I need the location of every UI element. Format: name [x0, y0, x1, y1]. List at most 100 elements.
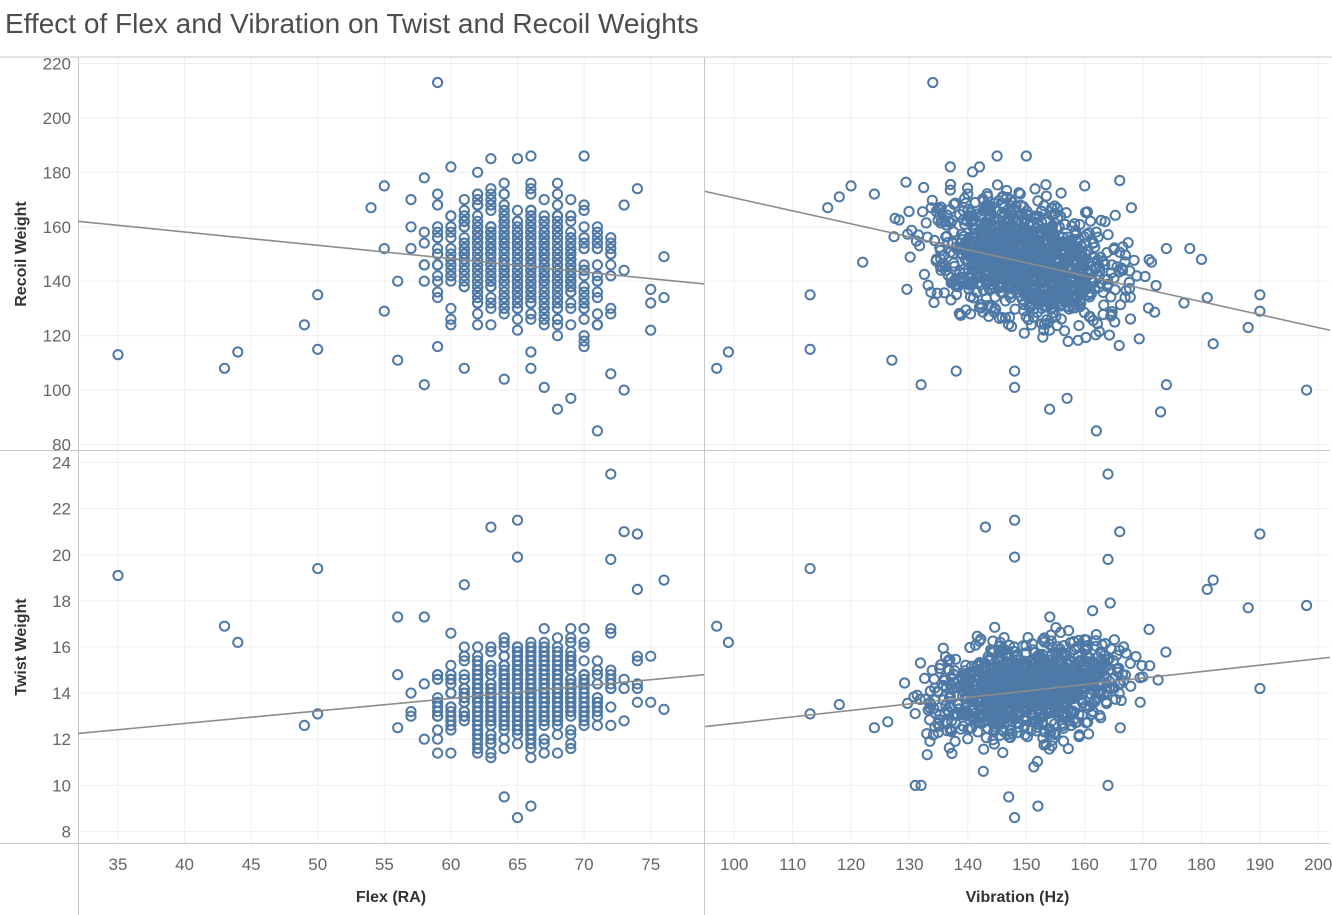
data-point [1242, 321, 1254, 334]
data-point [1086, 708, 1098, 721]
data-point [605, 623, 617, 635]
data-point [605, 308, 617, 320]
data-point [1040, 190, 1053, 202]
trend-line-recoil-flex [77, 220, 705, 285]
data-point [445, 259, 457, 271]
data-point [538, 308, 550, 320]
data-point [418, 678, 430, 690]
data-point [1021, 731, 1034, 743]
data-point [605, 627, 617, 639]
data-point [498, 210, 510, 222]
data-point [904, 251, 916, 263]
data-point [551, 286, 564, 298]
trend-line-twist-vibration [704, 656, 1331, 728]
data-point [962, 182, 974, 194]
data-point [538, 264, 550, 276]
data-point [458, 221, 470, 233]
data-point [498, 177, 510, 189]
data-point [914, 240, 926, 252]
data-point [1013, 688, 1025, 700]
data-point [909, 708, 921, 720]
y-tick-label-twist: 18 [52, 592, 71, 611]
data-point [565, 226, 577, 238]
data-point [1048, 727, 1060, 739]
y-tick-label-recoil: 100 [43, 381, 71, 400]
data-point [485, 678, 497, 690]
y-tick-label-recoil: 160 [43, 218, 71, 237]
data-point [1102, 654, 1114, 666]
data-point [1045, 284, 1058, 296]
data-point [551, 706, 564, 718]
data-point [1073, 634, 1085, 647]
data-point [857, 256, 869, 268]
data-point [1018, 327, 1030, 339]
data-point [942, 236, 954, 249]
data-point [511, 715, 524, 727]
data-point [525, 204, 537, 216]
data-point [605, 553, 617, 566]
data-point [525, 682, 537, 695]
data-point [722, 346, 735, 358]
data-point [966, 275, 979, 288]
data-point [658, 574, 670, 586]
data-point [986, 714, 999, 726]
data-point [565, 701, 577, 713]
data-point [498, 742, 510, 755]
data-point [525, 738, 537, 750]
data-point [1017, 640, 1029, 652]
data-point [498, 199, 510, 211]
data-point [631, 655, 644, 667]
data-point [1145, 256, 1158, 268]
data-point [989, 621, 1001, 633]
data-point [578, 636, 590, 649]
data-point [997, 747, 1009, 759]
data-point [1201, 292, 1213, 304]
panel-dividers [0, 56, 1332, 915]
data-point [432, 341, 444, 353]
data-point [312, 343, 324, 355]
data-point [631, 650, 644, 662]
data-point [991, 179, 1004, 191]
x-tick-label-flex: 75 [641, 855, 660, 874]
data-point [551, 243, 564, 255]
data-point [605, 232, 617, 244]
data-point [418, 226, 430, 238]
data-point [485, 715, 497, 727]
data-point [485, 204, 497, 216]
data-point [538, 232, 550, 244]
data-point [1254, 682, 1266, 695]
data-point [511, 286, 524, 298]
data-point [1052, 641, 1064, 653]
data-point [1071, 236, 1083, 248]
data-point [1113, 339, 1125, 352]
data-point [631, 183, 644, 195]
axis-titles: Flex (RA) Vibration (Hz) Recoil Weight Twis… [13, 201, 1069, 906]
data-point [392, 354, 404, 366]
data-point [485, 248, 497, 260]
data-point [1012, 267, 1025, 279]
data-point [525, 742, 537, 755]
data-point [485, 183, 497, 195]
data-point [1020, 150, 1032, 162]
data-point [1038, 324, 1050, 336]
data-point [967, 712, 980, 724]
data-point [932, 214, 944, 226]
data-point [1033, 654, 1045, 666]
data-point [458, 204, 470, 216]
data-point [565, 248, 577, 260]
data-point [945, 671, 957, 683]
data-point [538, 253, 550, 265]
data-point [525, 237, 537, 249]
data-point [1105, 643, 1117, 655]
data-point [551, 270, 564, 282]
x-tick-label-flex: 35 [108, 855, 127, 874]
data-point [578, 706, 590, 718]
data-point [1028, 270, 1040, 282]
data-point [914, 657, 927, 669]
data-point [950, 288, 963, 301]
data-point [578, 297, 590, 309]
data-point [565, 319, 577, 331]
data-point [920, 217, 932, 229]
data-point [1035, 205, 1047, 217]
data-point [578, 302, 590, 314]
